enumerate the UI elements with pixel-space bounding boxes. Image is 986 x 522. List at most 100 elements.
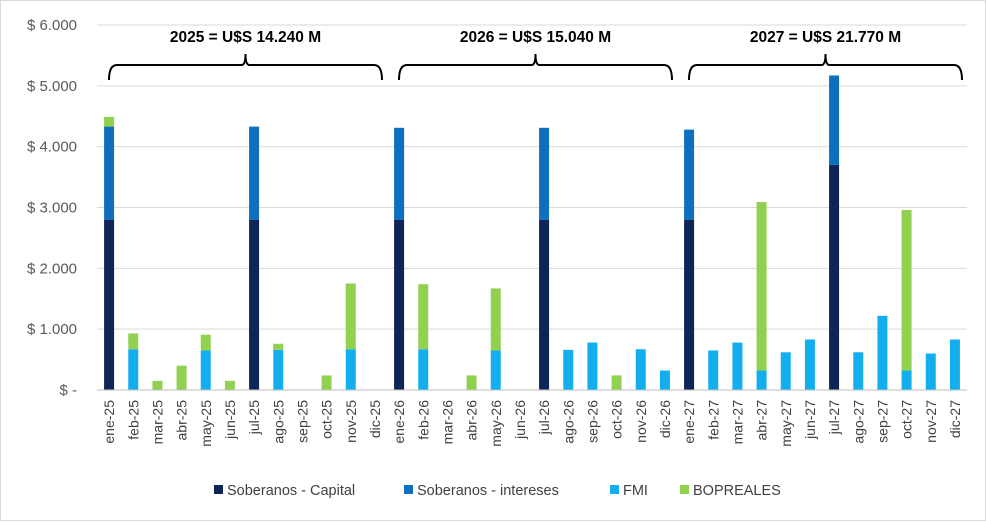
bar-segment xyxy=(224,380,235,390)
legend-swatch xyxy=(214,485,223,494)
gridlines xyxy=(97,24,967,330)
bar-segment xyxy=(176,365,187,390)
bar-segment xyxy=(611,375,622,390)
bar-segment xyxy=(104,219,115,390)
x-tick-label: ago-27 xyxy=(850,400,866,444)
bar-segment xyxy=(563,349,574,390)
x-tick-label: ene-25 xyxy=(101,400,117,444)
bar-segment xyxy=(273,349,284,390)
x-tick-label: may-27 xyxy=(778,400,794,447)
bar-segment xyxy=(490,288,501,351)
year-bracket xyxy=(108,53,383,81)
y-tick-label: $ 6.000 xyxy=(27,17,77,34)
x-tick-label: nov-27 xyxy=(923,400,939,443)
x-tick-label: ene-27 xyxy=(681,400,697,444)
bar-segment xyxy=(128,333,139,350)
bar-segment xyxy=(200,334,211,351)
y-tick-label: $ 1.000 xyxy=(27,321,77,338)
bar-segment xyxy=(249,219,260,390)
x-tick-label: ago-25 xyxy=(270,400,286,444)
x-tick-label: dic-27 xyxy=(947,400,963,438)
bar-segment xyxy=(635,349,646,390)
bar-segment xyxy=(901,370,912,390)
y-tick-label: $ - xyxy=(59,382,77,399)
x-axis-ticks: ene-25 feb-25 mar-25 abr-25 may-25 jun-25 jul-… xyxy=(101,400,963,447)
year-total-label: 2027 = U$S 21.770 M xyxy=(750,29,901,46)
bar-segment xyxy=(659,370,670,390)
x-tick-label: abr-25 xyxy=(174,400,190,441)
legend-label: Soberanos - Capital xyxy=(227,483,355,499)
x-tick-label: jun-26 xyxy=(512,400,528,440)
legend-swatch xyxy=(404,485,413,494)
year-bracket xyxy=(688,53,963,81)
bar-segment xyxy=(394,127,405,220)
x-tick-label: nov-26 xyxy=(633,400,649,443)
x-tick-label: oct-26 xyxy=(609,400,625,439)
bar-segment xyxy=(780,352,791,390)
year-total-label: 2026 = U$S 15.040 M xyxy=(460,29,611,46)
bar-segment xyxy=(877,315,888,390)
bar-segment xyxy=(853,352,864,390)
y-tick-label: $ 2.000 xyxy=(27,260,77,277)
y-tick-label: $ 3.000 xyxy=(27,200,77,217)
x-tick-label: may-26 xyxy=(488,400,504,447)
legend-swatch xyxy=(680,485,689,494)
bar-segment xyxy=(732,342,743,390)
bar-segment xyxy=(949,339,960,390)
legend-item: FMI xyxy=(610,483,648,499)
bar-segment xyxy=(418,349,429,390)
x-tick-label: abr-26 xyxy=(464,400,480,441)
y-axis-ticks: $ - $ 1.000 $ 2.000 $ 3.000 $ 4.000 $ 5.000 $ … xyxy=(27,17,77,399)
x-tick-label: oct-25 xyxy=(319,400,335,439)
x-tick-label: ene-26 xyxy=(391,400,407,444)
legend-swatch xyxy=(610,485,619,494)
x-tick-label: may-25 xyxy=(198,400,214,447)
bar-segment xyxy=(128,349,139,390)
bar-segment xyxy=(273,343,284,350)
bar-segment xyxy=(321,375,332,390)
bar-segment xyxy=(490,350,501,390)
x-tick-label: jun-27 xyxy=(802,400,818,440)
bar-segment xyxy=(756,202,767,371)
bar-segment xyxy=(104,116,115,127)
y-tick-label: $ 4.000 xyxy=(27,139,77,156)
x-tick-label: nov-25 xyxy=(343,400,359,443)
x-tick-label: feb-25 xyxy=(125,400,141,440)
year-brackets: 2025 = U$S 14.240 M 2026 = U$S 15.040 M 20… xyxy=(108,29,963,81)
x-tick-label: sep-27 xyxy=(874,400,890,443)
legend-item: BOPREALES xyxy=(680,483,781,499)
bar-segment xyxy=(345,349,356,390)
bar-segment xyxy=(249,126,260,220)
x-tick-label: feb-27 xyxy=(705,400,721,440)
bar-segment xyxy=(104,126,115,220)
bar-segment xyxy=(587,342,598,390)
x-tick-label: sep-26 xyxy=(584,400,600,443)
legend-label: Soberanos - intereses xyxy=(417,483,559,499)
legend-label: BOPREALES xyxy=(693,483,781,499)
bars xyxy=(104,75,960,390)
x-tick-label: abr-27 xyxy=(754,400,770,441)
bar-segment xyxy=(804,339,815,390)
x-tick-label: oct-27 xyxy=(899,400,915,439)
bar-segment xyxy=(756,370,767,390)
x-tick-label: dic-26 xyxy=(657,400,673,438)
bar-segment xyxy=(925,353,936,390)
bar-segment xyxy=(200,350,211,390)
y-tick-label: $ 5.000 xyxy=(27,78,77,95)
bar-segment xyxy=(829,75,840,165)
legend-label: FMI xyxy=(623,483,648,499)
bar-segment xyxy=(345,283,356,350)
x-tick-label: jul-25 xyxy=(246,400,262,435)
x-tick-label: sep-25 xyxy=(294,400,310,443)
legend: Soberanos - Capital Soberanos - intereses… xyxy=(214,483,781,499)
bar-segment xyxy=(152,380,163,390)
bar-segment xyxy=(418,284,429,350)
x-tick-label: jun-25 xyxy=(222,400,238,440)
x-tick-label: ago-26 xyxy=(560,400,576,444)
x-tick-label: jul-27 xyxy=(826,400,842,435)
year-bracket xyxy=(398,53,673,81)
x-tick-label: jul-26 xyxy=(536,400,552,435)
x-tick-label: feb-26 xyxy=(415,400,431,440)
